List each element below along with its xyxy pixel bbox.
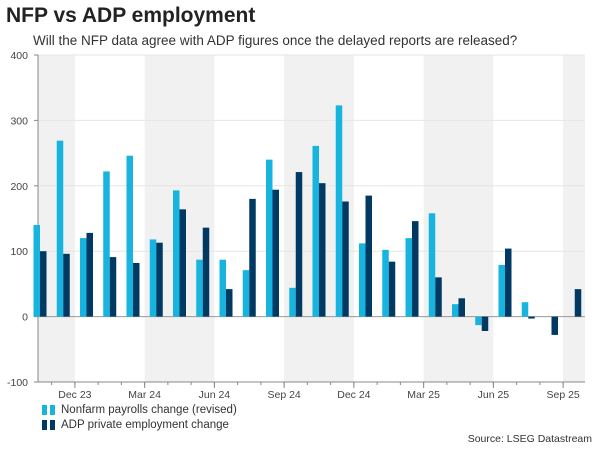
bar-adp-may-24 bbox=[202, 227, 210, 317]
y-tick-label: -100 bbox=[7, 377, 28, 389]
x-tick-label: Dec 24 bbox=[337, 389, 370, 401]
bar-nfp-dec-23 bbox=[80, 238, 87, 317]
bar-adp-apr-25 bbox=[458, 298, 465, 317]
bar-adp-sep-24 bbox=[295, 172, 303, 317]
bar-adp-may-25 bbox=[481, 316, 489, 331]
x-tick-label: Jun 25 bbox=[478, 389, 510, 401]
legend-swatch-nfp bbox=[50, 405, 55, 415]
bar-adp-jan-25 bbox=[388, 261, 396, 317]
bar-nfp-jul-25 bbox=[521, 302, 529, 317]
bar-adp-feb-25 bbox=[412, 221, 419, 317]
bar-adp-mar-24 bbox=[156, 242, 163, 317]
bar-adp-nov-23 bbox=[63, 253, 70, 317]
bar-adp-sep-25 bbox=[574, 289, 582, 317]
bar-adp-dec-24 bbox=[365, 195, 372, 317]
bar-adp-aug-24 bbox=[272, 189, 279, 317]
x-tick-label: Jun 24 bbox=[199, 389, 231, 401]
bar-nfp-nov-23 bbox=[56, 140, 64, 317]
bar-nfp-jul-24 bbox=[242, 270, 250, 317]
bar-nfp-jan-24 bbox=[103, 171, 110, 317]
bar-adp-jun-24 bbox=[226, 289, 233, 317]
bar-adp-mar-25 bbox=[435, 277, 442, 317]
bar-nfp-nov-24 bbox=[335, 105, 343, 317]
bar-nfp-aug-24 bbox=[266, 159, 273, 317]
bar-nfp-may-24 bbox=[196, 259, 203, 317]
bar-nfp-apr-25 bbox=[452, 304, 459, 317]
bar-adp-jan-24 bbox=[109, 257, 117, 317]
x-tick-label: Sep 24 bbox=[267, 389, 300, 401]
bar-nfp-sep-24 bbox=[289, 287, 296, 317]
bar-adp-feb-24 bbox=[133, 262, 140, 317]
bar-adp-apr-24 bbox=[179, 209, 186, 317]
y-tick-label: 0 bbox=[22, 312, 28, 324]
y-tick-label: 400 bbox=[10, 50, 28, 62]
y-tick-label: 200 bbox=[10, 181, 28, 193]
legend-item-nfp: Nonfarm payrolls change (revised) bbox=[42, 404, 237, 416]
bar-adp-jul-25 bbox=[528, 316, 535, 319]
bar-nfp-mar-24 bbox=[149, 239, 157, 317]
bar-adp-aug-25 bbox=[551, 316, 558, 335]
bar-adp-jun-25 bbox=[505, 248, 512, 317]
bar-nfp-jun-25 bbox=[498, 264, 505, 317]
bar-adp-oct-24 bbox=[319, 183, 326, 317]
bar-nfp-jun-24 bbox=[219, 259, 226, 317]
legend-swatch-nfp bbox=[42, 405, 47, 415]
bar-nfp-may-25 bbox=[475, 316, 482, 326]
legend-item-adp: ADP private employment change bbox=[42, 419, 229, 431]
chart-subtitle: Will the NFP data agree with ADP figures… bbox=[33, 33, 518, 48]
bar-nfp-oct-24 bbox=[312, 145, 319, 317]
x-tick-label: Dec 23 bbox=[58, 389, 91, 401]
legend-label-nfp: Nonfarm payrolls change (revised) bbox=[61, 404, 237, 416]
bar-nfp-feb-25 bbox=[405, 238, 412, 317]
source-note: Source: LSEG Datastream bbox=[467, 433, 592, 445]
bar-adp-nov-24 bbox=[342, 201, 349, 317]
x-tick-label: Mar 25 bbox=[407, 389, 440, 401]
bar-nfp-dec-24 bbox=[359, 243, 366, 317]
bar-nfp-mar-25 bbox=[428, 213, 436, 317]
x-tick-label: Mar 24 bbox=[128, 389, 161, 401]
bar-nfp-feb-24 bbox=[126, 155, 133, 317]
legend-swatch-adp bbox=[50, 420, 55, 430]
bar-adp-oct-23 bbox=[40, 251, 47, 317]
bar-adp-dec-23 bbox=[86, 232, 93, 317]
quarter-band bbox=[563, 55, 585, 382]
legend-label-adp: ADP private employment change bbox=[61, 419, 229, 431]
chart-title: NFP vs ADP employment bbox=[6, 4, 256, 27]
quarter-band bbox=[38, 55, 75, 382]
legend-swatch-adp bbox=[42, 420, 47, 430]
y-tick-label: 300 bbox=[10, 115, 28, 127]
bar-adp-jul-24 bbox=[249, 198, 256, 317]
bar-nfp-oct-23 bbox=[33, 225, 40, 317]
bar-nfp-apr-24 bbox=[173, 190, 180, 317]
bar-nfp-jan-25 bbox=[382, 249, 389, 317]
x-tick-label: Sep 25 bbox=[546, 389, 579, 401]
y-tick-label: 100 bbox=[10, 246, 28, 258]
